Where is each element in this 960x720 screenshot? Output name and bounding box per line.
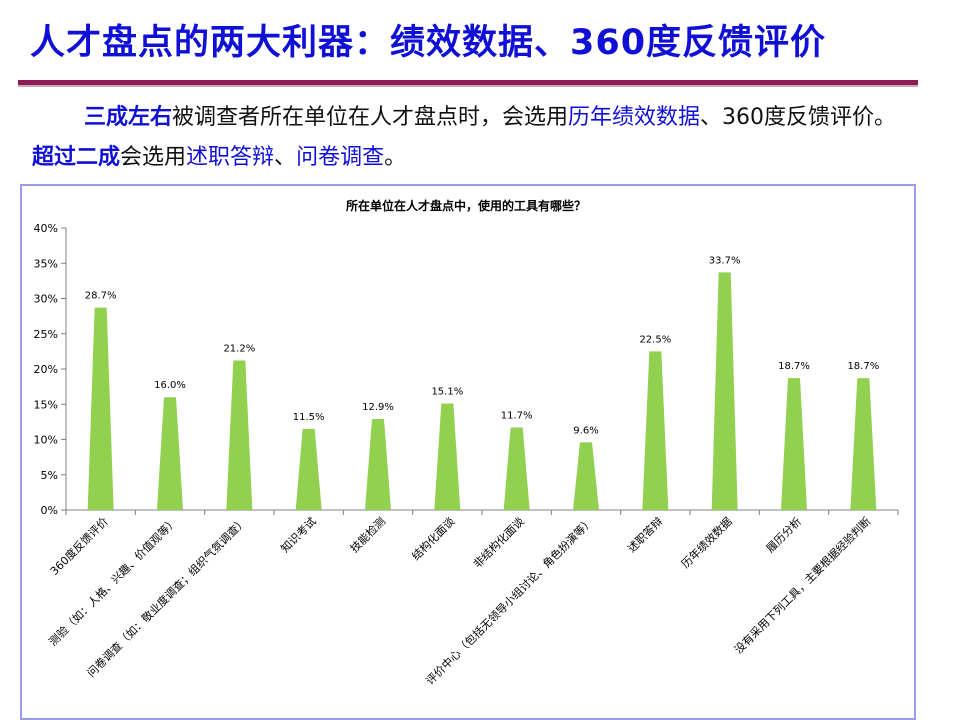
x-tick-label: 360度反馈评价 xyxy=(47,514,111,578)
chart-bars xyxy=(87,272,877,510)
bar-value-label: 11.7% xyxy=(501,411,533,422)
bar xyxy=(434,403,461,510)
bar xyxy=(711,272,738,510)
y-tick-label: 20% xyxy=(34,363,58,376)
bar-chart: 所在单位在人才盘点中，使用的工具有哪些？ 0% 5% 10% 15% 20% 25% 30%… xyxy=(34,198,899,687)
bar xyxy=(87,307,114,510)
bar xyxy=(781,378,807,510)
bar xyxy=(503,427,530,510)
bar-value-label: 9.6% xyxy=(573,425,598,436)
slide-title: 人才盘点的两大利器：绩效数据、360度反馈评价 xyxy=(30,23,827,63)
y-tick-label: 10% xyxy=(34,434,58,447)
x-tick-label: 技能检测 xyxy=(347,514,388,555)
summary-text: 、 xyxy=(274,145,297,170)
y-tick-label: 40% xyxy=(34,222,58,235)
bar-value-label: 11.5% xyxy=(293,412,325,423)
y-tick-label: 35% xyxy=(34,257,58,270)
bar-value-label: 12.9% xyxy=(362,402,394,413)
summary-highlight-debriefing: 述职答辩 xyxy=(186,145,275,170)
bar xyxy=(573,442,599,510)
bar-value-label: 22.5% xyxy=(639,334,671,345)
summary-highlight-share-30: 三成左右 xyxy=(84,105,173,130)
bar xyxy=(850,378,877,510)
bar-value-label: 18.7% xyxy=(847,361,879,372)
x-tick-label: 述职答辩 xyxy=(624,514,665,555)
chart-frame: 所在单位在人才盘点中，使用的工具有哪些？ 0% 5% 10% 15% 20% 25% 30%… xyxy=(20,184,916,720)
y-tick-label: 15% xyxy=(34,398,58,411)
summary-highlight-questionnaire: 问卷调查 xyxy=(296,145,385,170)
bar xyxy=(157,397,183,510)
y-tick-label: 0% xyxy=(41,504,58,517)
bar xyxy=(295,428,322,510)
y-tick-label: 5% xyxy=(41,469,58,482)
summary-text: 。 xyxy=(384,145,407,170)
title-divider-shadow xyxy=(18,85,918,87)
bar xyxy=(226,360,253,510)
bar-value-label: 16.0% xyxy=(154,380,186,391)
summary-highlight-performance-data: 历年绩效数据 xyxy=(568,105,701,130)
summary-paragraph: 三成左右被调查者所在单位在人才盘点时，会选用历年绩效数据、360度反馈评价。超过… xyxy=(32,98,912,178)
summary-text: 、360度反馈评价。 xyxy=(700,105,897,130)
y-tick-label: 25% xyxy=(34,328,58,341)
bar xyxy=(642,351,669,510)
x-tick-label: 测验（如：人格、兴趣、价值观等） xyxy=(46,514,180,648)
bar-value-label: 21.2% xyxy=(223,344,255,355)
x-tick-label: 历年绩效数据 xyxy=(678,514,735,571)
chart-title: 所在单位在人才盘点中，使用的工具有哪些？ xyxy=(346,198,586,213)
summary-text: 被调查者所在单位在人才盘点时，会选用 xyxy=(172,105,569,130)
bar-value-label: 28.7% xyxy=(85,291,117,302)
title-divider xyxy=(18,80,918,85)
bar-value-label: 15.1% xyxy=(431,387,463,398)
summary-highlight-share-20: 超过二成 xyxy=(32,145,121,170)
bar-value-label: 18.7% xyxy=(778,361,810,372)
x-tick-label: 非结构化面谈 xyxy=(470,514,527,571)
y-tick-label: 30% xyxy=(34,293,58,306)
bar xyxy=(365,419,391,510)
x-tick-label: 知识考试 xyxy=(278,514,319,555)
bar-value-label: 33.7% xyxy=(709,255,741,266)
x-tick-label: 履历分析 xyxy=(763,514,804,555)
x-tick-label: 没有采用下列工具，主要根据经验判断 xyxy=(731,514,873,656)
summary-text: 会选用 xyxy=(120,145,187,170)
x-tick-label: 结构化面谈 xyxy=(409,514,458,563)
chart-axes xyxy=(61,227,899,515)
x-tick-label: 问卷调查（如：敬业度调查；组织气氛调查） xyxy=(84,514,249,679)
